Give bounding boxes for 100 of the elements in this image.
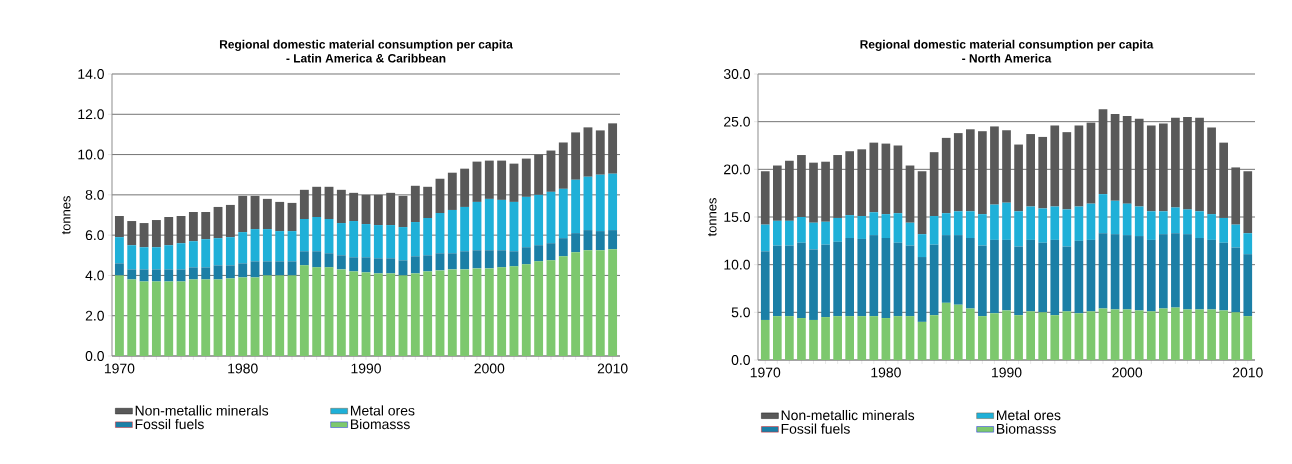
bar bbox=[201, 267, 211, 280]
legend-label: Metal ores bbox=[996, 409, 1061, 421]
y-tick-label: 10.0 bbox=[724, 259, 750, 270]
bar bbox=[139, 247, 149, 270]
bar bbox=[250, 229, 260, 262]
bar bbox=[139, 269, 149, 282]
bar bbox=[797, 155, 806, 217]
bar bbox=[929, 216, 939, 245]
bar bbox=[978, 245, 987, 317]
bar bbox=[558, 188, 568, 239]
bar bbox=[225, 237, 235, 266]
bar bbox=[410, 273, 420, 356]
bar bbox=[760, 171, 770, 225]
bar bbox=[1171, 233, 1180, 308]
bar bbox=[127, 279, 137, 356]
bar bbox=[893, 242, 903, 317]
bar bbox=[521, 264, 531, 356]
bar bbox=[929, 244, 939, 316]
y-tick-label: 12.0 bbox=[78, 109, 104, 120]
bar bbox=[127, 245, 137, 270]
bar bbox=[386, 258, 396, 274]
bar bbox=[881, 214, 891, 238]
legend-label: Fossil fuels bbox=[781, 423, 850, 434]
bar bbox=[250, 277, 260, 356]
bar bbox=[1014, 211, 1023, 247]
bar bbox=[1098, 233, 1108, 309]
bar bbox=[324, 186, 334, 220]
bar bbox=[546, 150, 556, 192]
y-tick-label: 2.0 bbox=[85, 310, 104, 321]
bar bbox=[845, 237, 855, 317]
bar bbox=[361, 257, 371, 273]
bar bbox=[990, 126, 999, 205]
bar bbox=[324, 267, 334, 356]
bar bbox=[262, 275, 272, 356]
bar bbox=[1183, 234, 1192, 310]
chart-subtitle: - Latin America & Caribbean bbox=[286, 53, 446, 63]
bar bbox=[213, 279, 223, 356]
bar bbox=[151, 247, 161, 270]
bar bbox=[797, 242, 806, 319]
bar bbox=[373, 225, 383, 259]
chart-subtitle: - North America bbox=[962, 53, 1052, 63]
bar bbox=[941, 137, 951, 214]
bar bbox=[312, 267, 322, 356]
bar bbox=[1183, 116, 1192, 210]
bar bbox=[484, 160, 494, 199]
bar bbox=[521, 158, 531, 197]
bar bbox=[953, 235, 963, 305]
bar bbox=[410, 185, 420, 223]
bar bbox=[176, 243, 186, 270]
bar bbox=[176, 281, 186, 356]
bar bbox=[1002, 310, 1011, 360]
bar bbox=[857, 216, 867, 239]
bar bbox=[809, 162, 818, 223]
bar bbox=[213, 265, 223, 280]
legend-label: Fossil fuels bbox=[135, 418, 204, 430]
bar bbox=[509, 251, 519, 267]
y-tick-label: 6.0 bbox=[85, 230, 104, 241]
bar bbox=[1086, 203, 1096, 240]
bar bbox=[114, 216, 124, 238]
bar bbox=[1026, 311, 1035, 360]
bar bbox=[1098, 109, 1108, 195]
bar bbox=[423, 186, 433, 219]
legend-label: Non-metallic minerals bbox=[781, 409, 915, 421]
bar bbox=[833, 241, 842, 317]
bar bbox=[608, 230, 618, 250]
bar bbox=[608, 249, 618, 356]
bar bbox=[484, 250, 494, 269]
bar bbox=[857, 238, 867, 317]
bar bbox=[821, 221, 830, 245]
chart-title: Regional domestic material consumption per capita bbox=[860, 39, 1154, 51]
y-tick-label: 0.0 bbox=[85, 351, 104, 361]
bar bbox=[324, 253, 334, 268]
bar bbox=[139, 281, 149, 356]
x-tick-label: 2010 bbox=[597, 363, 628, 374]
bar bbox=[1026, 239, 1035, 312]
legend-label: Biomasss bbox=[350, 418, 410, 430]
bar bbox=[1014, 246, 1023, 316]
bar bbox=[275, 261, 285, 276]
bar bbox=[1207, 309, 1216, 360]
y-tick-label: 14.0 bbox=[78, 69, 104, 79]
bar bbox=[845, 151, 855, 216]
bar bbox=[869, 212, 879, 236]
bar bbox=[349, 271, 359, 356]
bar bbox=[386, 192, 396, 226]
bar bbox=[1134, 206, 1144, 237]
bar bbox=[1002, 239, 1011, 311]
bar bbox=[287, 275, 297, 356]
bar bbox=[114, 263, 124, 276]
bar bbox=[905, 316, 915, 360]
bar bbox=[1122, 309, 1132, 360]
bar bbox=[287, 261, 297, 276]
bar bbox=[785, 245, 794, 317]
bar bbox=[1207, 239, 1216, 310]
bar bbox=[361, 194, 371, 225]
bar bbox=[534, 194, 544, 246]
bar bbox=[1062, 132, 1072, 210]
bar bbox=[1231, 224, 1241, 248]
x-tick-label: 1980 bbox=[228, 363, 258, 374]
bar bbox=[1219, 242, 1228, 311]
bar bbox=[546, 260, 556, 356]
